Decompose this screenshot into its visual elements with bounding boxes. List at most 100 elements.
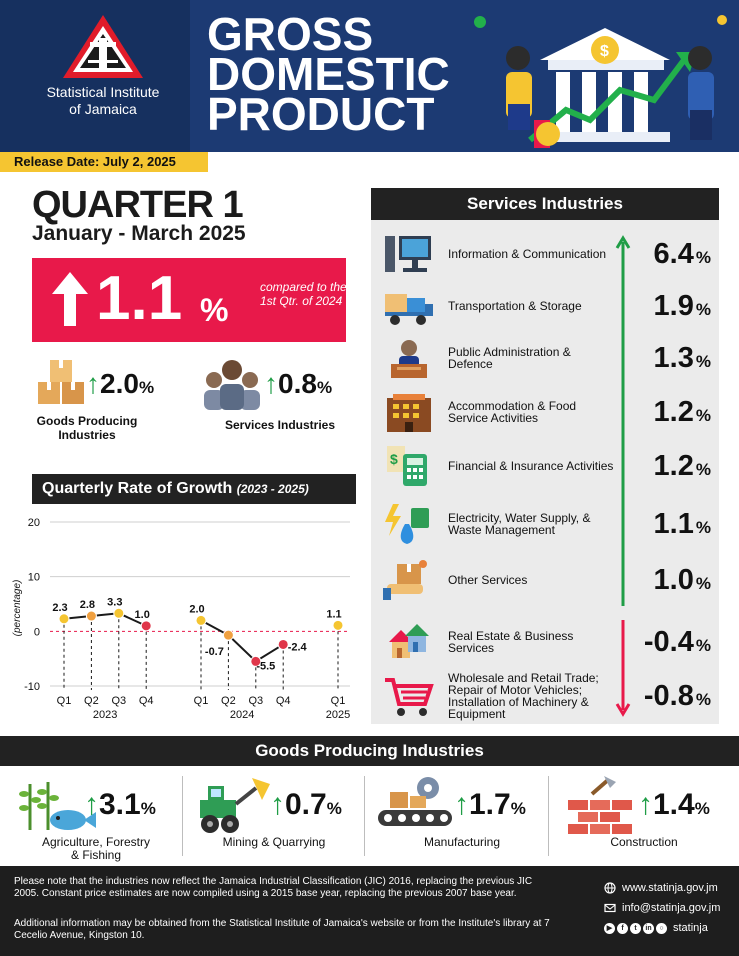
service-name: Other Services [448,573,528,587]
data-label: 2.0 [189,603,204,615]
goods-summary-unit: % [138,378,155,397]
goods-divider [548,776,549,856]
service-unit: % [695,248,711,267]
mining-up-arrow-icon: ↑ [270,788,285,821]
calculator-icon: $ [387,446,427,486]
construction-up-arrow-icon: ↑ [638,788,653,821]
services-summary: ↑0.8% Services Industries [200,352,360,442]
website-text: www.statinja.gov.jm [622,882,718,894]
x-tick-label: Q3 [111,695,126,707]
globe-icon [604,882,616,894]
x-tick-label: Q4 [139,695,154,707]
official-icon [391,340,427,378]
data-point [58,613,70,625]
bank-illustration-icon: $ [474,15,727,148]
service-row-information: Information & Communication 6.4% [371,226,719,282]
series-line [200,619,284,663]
email-link[interactable]: info@statinja.gov.jm [604,898,734,918]
service-value: 1.9 [653,289,694,322]
service-row-accommodation: Accommodation & Food Service Activities … [371,384,719,440]
shopping-cart-icon [385,678,434,716]
x-group-label: 2025 [326,709,350,721]
agriculture-icon [19,782,96,830]
up-arrow-icon [52,272,88,326]
service-unit: % [695,690,711,709]
headline-unit: % [200,292,229,328]
website-link[interactable]: www.statinja.gov.jm [604,878,734,898]
service-row-wholesale: Wholesale and Retail Trade; Repair of Mo… [371,668,719,724]
chart-title-main: Quarterly Rate of Growth [42,480,233,497]
goods-unit: % [140,799,156,818]
facebook-icon[interactable]: f [617,922,628,934]
service-value: 1.2 [653,449,694,482]
agriculture-up-arrow-icon: ↑ [84,788,99,821]
service-name: Wholesale and Retail Trade; Repair of Mo… [448,671,599,721]
x-tick-label: Q3 [248,695,263,707]
x-tick-label: Q2 [84,695,99,707]
headline-compare: compared to the 1st Qtr. of 2024 [260,280,347,308]
service-value: 1.3 [653,341,694,374]
x-tick-label: Q1 [331,695,346,707]
truck-icon [385,294,433,325]
services-up-arrow-icon: ↑ [264,368,278,399]
service-value: 1.0 [653,563,694,596]
services-summary-value: 0.8 [278,368,317,399]
service-row-public-admin: Public Administration & Defence 1.3% [371,330,719,386]
manufacturing-up-arrow-icon: ↑ [454,788,469,821]
service-unit: % [695,460,711,479]
goods-item-construction: ↑1.4% Construction [562,766,732,866]
goods-value: 3.1 [99,788,141,821]
twitter-icon[interactable]: t [630,922,641,934]
data-label: -2.4 [288,641,308,653]
linkedin-icon[interactable]: in [643,922,654,934]
goods-unit: % [326,799,342,818]
data-label: 2.3 [52,602,67,614]
statin-logo: Statistical Institute of Jamaica [28,12,178,137]
instagram-icon[interactable]: ○ [656,922,667,934]
data-point [222,629,234,641]
goods-divider [364,776,365,856]
goods-summary-label-line1: Goods Producing [36,414,138,428]
goods-label-line1: Mining & Quarrying [222,835,326,849]
goods-item-agriculture: ↑3.1% Agriculture, Forestry & Fishing [18,766,180,866]
trend-down-arrow-icon [615,620,631,717]
service-name: Accommodation & Food Service Activities [448,399,577,425]
conveyor-icon [378,777,452,826]
data-label: 3.3 [107,596,122,608]
loader-icon [200,778,270,833]
service-row-transportation: Transportation & Storage 1.9% [371,278,719,334]
social-handle: statinja [673,922,708,934]
x-tick-label: Q2 [221,695,236,707]
y-tick-label: -10 [24,681,40,693]
service-unit: % [695,352,711,371]
chart-title-years: (2023 - 2025) [236,482,309,496]
service-unit: % [695,518,711,537]
title-line2: DOMESTIC [207,48,450,100]
goods-industries-panel: ↑3.1% Agriculture, Forestry & Fishing ↑0… [0,766,739,866]
people-icon [204,360,260,410]
data-label: 1.0 [135,609,150,621]
goods-unit: % [694,799,710,818]
service-row-real-estate: Real Estate & Business Services -0.4% [371,614,719,670]
service-row-utilities: Electricity, Water Supply, & Waste Manag… [371,496,719,552]
goods-unit: % [510,799,526,818]
boxes-icon [38,360,84,404]
services-summary-label: Services Industries [224,418,336,432]
title-line3: PRODUCT [207,88,435,140]
x-tick-label: Q1 [194,695,209,707]
header-banner: Statistical Institute of Jamaica GROSS D… [0,0,739,152]
footer: Please note that the industries now refl… [0,866,739,956]
growth-line-chart: 2.3 2.8 3.3 1.0 2.0 -0.7 -5.5 -2.4 1.1 20 10 0 -10 (… [0,510,360,725]
houses-icon [389,624,429,658]
goods-divider [182,776,183,856]
service-box-icon [383,560,427,600]
service-name: Information & Communication [448,247,607,261]
y-tick-label: 0 [34,626,40,638]
data-point [140,620,152,632]
data-point [250,655,262,667]
computer-icon [385,236,431,272]
goods-label-line1: Manufacturing [423,835,501,849]
youtube-icon[interactable]: ▶ [604,922,615,934]
svg-text:$: $ [600,43,609,60]
goods-summary-label-line2: Industries [58,428,116,442]
